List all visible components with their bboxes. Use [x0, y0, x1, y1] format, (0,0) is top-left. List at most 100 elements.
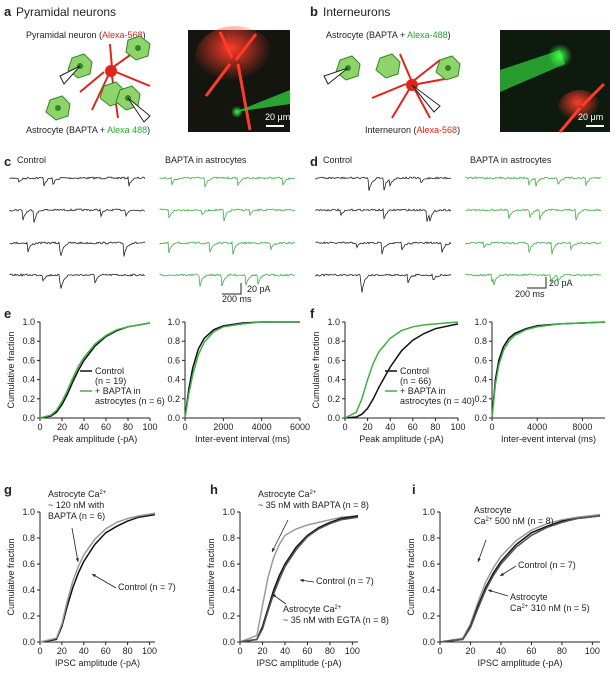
neuron-label: Pyramidal neuron (Alexa-568)	[26, 30, 146, 40]
x-tick-label: 6000	[290, 422, 310, 432]
series-line	[439, 515, 601, 643]
panel-title: Pyramidal neurons	[16, 5, 116, 19]
column-label: Control	[17, 155, 46, 165]
y-tick-label: 0.2	[22, 394, 35, 404]
series-line	[344, 321, 459, 419]
y-tick-label: 0.6	[474, 355, 487, 365]
trace	[315, 176, 452, 191]
annotation-part: Ca	[474, 516, 486, 526]
annotation-part: Control (n = 7)	[316, 576, 374, 586]
x-tick-label: 60	[101, 646, 111, 656]
annotation-part: Ca	[510, 603, 522, 613]
neuron-label: Interneuron (Alexa-568)	[365, 125, 460, 135]
y-tick-label: 0.6	[327, 355, 340, 365]
x-tick-label: 20	[257, 646, 267, 656]
y-tick-label: 0.4	[222, 585, 235, 595]
y-tick-label: 1.0	[22, 317, 35, 327]
x-tick-label: 20	[363, 422, 373, 432]
y-tick-label: 0.2	[327, 394, 340, 404]
annotation: Control (n = 7)	[118, 582, 176, 592]
legend-label: Control	[400, 366, 429, 376]
annotation-part: ~ 35 nM with BAPTA (n = 8)	[258, 500, 369, 510]
series-line	[39, 322, 151, 419]
panel-letter: i	[412, 482, 416, 497]
trace	[315, 241, 452, 255]
trace	[315, 207, 452, 222]
x-tick-label: 20	[57, 646, 67, 656]
micrograph: 20 μm	[188, 26, 290, 132]
series-line	[39, 512, 156, 643]
y-axis-label: Cumulative fraction	[206, 538, 216, 615]
annotation: ~ 35 nM with BAPTA (n = 8)	[258, 500, 369, 510]
x-tick-label: 0	[37, 646, 42, 656]
series-line	[239, 516, 359, 643]
column-label: BAPTA in astrocytes	[165, 155, 247, 165]
astrocyte-label: Astrocyte (BAPTA + Alexa 488)	[26, 125, 150, 135]
panel-letter: a	[4, 4, 12, 19]
annotation: Astrocyte	[474, 505, 512, 515]
annotation-part: 310 nM (n = 5)	[528, 603, 589, 613]
x-axis-label: Peak amplitude (-pA)	[359, 434, 444, 444]
x-tick-label: 20	[57, 422, 67, 432]
y-tick-label: 0.0	[22, 637, 35, 647]
arrow-head	[300, 578, 304, 583]
annotation-arrow	[477, 539, 487, 563]
x-tick-label: 0	[37, 422, 42, 432]
panel-letter: c	[4, 154, 11, 169]
y-tick-label: 0.4	[327, 375, 340, 385]
panel-letter: e	[4, 306, 11, 321]
annotation-part: Astrocyte Ca	[48, 489, 100, 499]
x-tick-label: 80	[123, 646, 133, 656]
x-tick-label: 80	[325, 646, 335, 656]
arrow-head	[75, 558, 79, 562]
y-tick-label: 0.2	[422, 611, 435, 621]
series-line	[239, 515, 359, 643]
y-tick-label: 0.8	[474, 336, 487, 346]
panel-letter: g	[4, 482, 12, 497]
x-axis-label: Inter-event interval (ms)	[501, 434, 596, 444]
series-line	[439, 513, 601, 643]
annotation-part: 2+	[522, 604, 529, 610]
x-tick-label: 8000	[572, 422, 592, 432]
y-tick-label: 1.0	[327, 317, 340, 327]
series-line	[491, 321, 606, 419]
x-tick-label: 60	[302, 646, 312, 656]
annotation: Ca2+ 500 nM (n = 8)	[474, 516, 554, 526]
x-axis-label: IPSC amplitude (-pA)	[55, 658, 140, 668]
trace	[465, 241, 602, 255]
legend-label: Control	[95, 366, 124, 376]
y-tick-label: 0.4	[167, 375, 180, 385]
trace	[159, 208, 296, 222]
y-tick-label: 0.8	[422, 533, 435, 543]
annotation-part: 2+	[310, 490, 317, 496]
y-tick-label: 0.8	[22, 533, 35, 543]
y-tick-label: 0.4	[474, 375, 487, 385]
panel-letter: b	[310, 4, 318, 19]
x-tick-label: 80	[430, 422, 440, 432]
legend-label: + BAPTA in	[95, 386, 141, 396]
annotation-part: Astrocyte	[510, 592, 548, 602]
x-tick-label: 60	[408, 422, 418, 432]
annotation: Astrocyte Ca2+	[48, 489, 107, 499]
x-tick-label: 100	[585, 646, 600, 656]
trace	[465, 176, 601, 187]
y-tick-label: 0.6	[422, 559, 435, 569]
annotation: Astrocyte Ca2+	[283, 604, 342, 614]
y-tick-label: 0.2	[222, 611, 235, 621]
x-tick-label: 4000	[252, 422, 272, 432]
series-line	[344, 323, 459, 419]
y-tick-label: 0.8	[167, 336, 180, 346]
legend-label: + BAPTA in	[400, 386, 446, 396]
y-tick-label: 0.0	[327, 413, 340, 423]
scale-label: 20 μm	[265, 112, 290, 122]
y-tick-label: 0.8	[327, 336, 340, 346]
y-tick-label: 0.8	[222, 533, 235, 543]
annotation-part: BAPTA (n = 6)	[48, 511, 105, 521]
y-tick-label: 0.2	[167, 394, 180, 404]
y-tick-label: 1.0	[222, 507, 235, 517]
annotation-part: 2+	[486, 517, 493, 523]
arrow-head	[488, 589, 492, 593]
trace	[9, 175, 146, 187]
x-tick-label: 40	[496, 646, 506, 656]
